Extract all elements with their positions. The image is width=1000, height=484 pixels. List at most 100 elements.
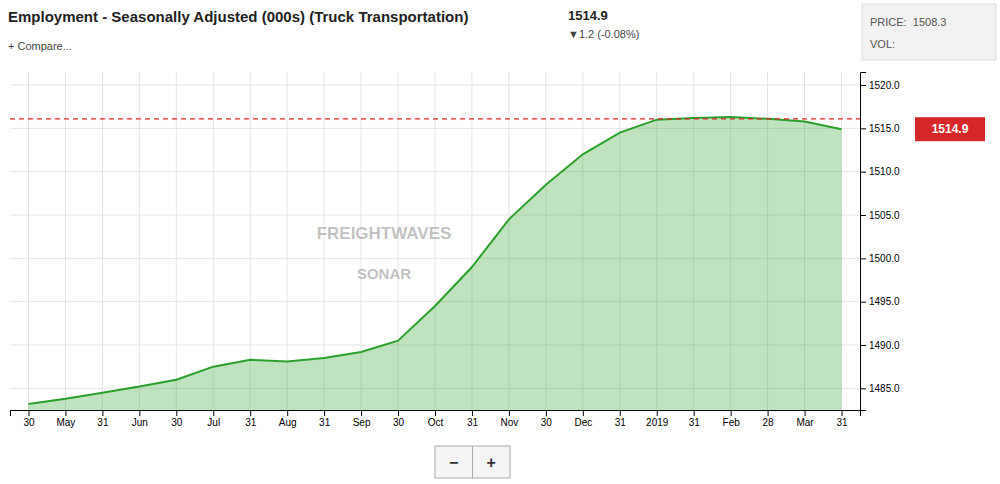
x-tick-label: Jun [132, 417, 148, 428]
y-tick: 1505.0 [860, 210, 900, 221]
chart: Employment - Seasonally Adjusted (000s) … [0, 0, 1000, 484]
info-box-bg [862, 4, 996, 60]
grid-line-x [139, 72, 140, 410]
y-tick-label: 1510.0 [869, 166, 900, 177]
zoom-out: − [449, 454, 458, 471]
tick-mark [860, 302, 866, 303]
tick-mark [398, 410, 399, 416]
x-tick: 31 [97, 410, 109, 428]
x-tick: 31 [615, 410, 627, 428]
compare-label: + Compare... [8, 40, 72, 52]
x-tick-label: Sep [353, 417, 371, 428]
x-tick-label: 30 [393, 417, 405, 428]
grid-line-x [102, 72, 103, 410]
x-tick: Dec [574, 410, 592, 428]
change-label: ▼1.2 (-0.08%) [568, 28, 639, 40]
x-tick: 31 [467, 410, 479, 428]
title: Employment - Seasonally Adjusted (000s) … [8, 8, 468, 25]
tick-mark [860, 215, 866, 216]
x-tick: 30 [23, 410, 35, 428]
zoom-divider [472, 446, 473, 478]
price-label: 1514.9 [568, 8, 608, 23]
grid-line-y [10, 85, 860, 86]
tick-mark [694, 410, 695, 416]
x-tick-label: Oct [428, 417, 444, 428]
x-tick-label: 31 [615, 417, 627, 428]
x-tick: Nov [501, 410, 519, 428]
info-price: PRICE: 1508.3 [870, 16, 946, 28]
y-tick-label: 1505.0 [869, 210, 900, 221]
tick-mark [860, 128, 866, 129]
y-tick-label: 1500.0 [869, 253, 900, 264]
y-tick: 1515.0 [860, 123, 900, 134]
x-tick: Jun [132, 410, 148, 428]
x-tick: 30 [393, 410, 405, 428]
tick-mark [250, 410, 251, 416]
y-tick: 1490.0 [860, 340, 900, 351]
grid-line-x [65, 72, 66, 410]
tick-mark [509, 410, 510, 416]
grid-line-x [28, 72, 29, 410]
tick-mark [860, 172, 866, 173]
tick-mark [176, 410, 177, 416]
tick-mark [28, 410, 29, 416]
x-tick-label: 30 [23, 417, 35, 428]
y-axis: 1485.0 1490.0 1495.0 1500.0 1505.0 1510.0 1515… [860, 73, 900, 411]
y-tick: 1510.0 [860, 166, 900, 177]
x-tick: Oct [428, 410, 444, 428]
tick-mark [287, 410, 288, 416]
grid-line-x [287, 72, 288, 410]
tick-mark [805, 410, 806, 416]
x-tick-label: May [56, 417, 75, 428]
x-tick: 31 [245, 410, 257, 428]
x-tick: 2019 [646, 410, 669, 428]
tick-mark [324, 410, 325, 416]
line [28, 117, 841, 404]
y-tick-label: 1520.0 [869, 80, 900, 91]
grid [10, 72, 860, 410]
x-tick-label: 31 [97, 417, 109, 428]
x-tick: 30 [541, 410, 553, 428]
tick-mark [139, 410, 140, 416]
tick-mark [842, 410, 843, 416]
y-tick-label: 1490.0 [869, 340, 900, 351]
x-tick-label: 31 [689, 417, 701, 428]
tick-mark [768, 410, 769, 416]
reference-line [10, 118, 860, 119]
y-tick: 1520.0 [860, 80, 900, 91]
x-tick-label: 31 [836, 417, 848, 428]
tick-mark [213, 410, 214, 416]
x-tick: 31 [689, 410, 701, 428]
zoom-buttons-bg [435, 446, 510, 478]
grid-line-x [176, 72, 177, 410]
x-tick-label: Mar [796, 417, 814, 428]
x-axis: 30May31Jun30Jul31Aug31Sep30Oct31Nov30Dec… [11, 410, 861, 428]
price-box [915, 117, 985, 141]
marks [10, 117, 860, 410]
zoom-buttons: −+ [435, 446, 510, 478]
x-tick-label: Jul [207, 417, 220, 428]
y-tick-label: 1485.0 [869, 383, 900, 394]
x-tick-label: 28 [763, 417, 775, 428]
x-tick: 31 [836, 410, 848, 428]
axis-line [11, 411, 861, 417]
y-tick: 1485.0 [860, 383, 900, 394]
tick-mark [546, 410, 547, 416]
tick-mark [620, 410, 621, 416]
x-tick-label: 2019 [646, 417, 669, 428]
tick-mark [65, 410, 66, 416]
tick-mark [472, 410, 473, 416]
tick-mark [657, 410, 658, 416]
tick-mark [731, 410, 732, 416]
x-tick-label: 30 [541, 417, 553, 428]
watermark: SONAR [357, 265, 411, 282]
info-box: PRICE: 1508.3 VOL: [862, 4, 996, 60]
x-tick: 31 [319, 410, 331, 428]
y-tick: 1495.0 [860, 296, 900, 307]
info-vol: VOL: [870, 38, 895, 50]
y-tick: 1500.0 [860, 253, 900, 264]
plot: FREIGHTWAVESSONAR30May31Jun30Jul31Aug31S… [10, 72, 900, 428]
x-tick-label: 31 [467, 417, 479, 428]
grid-line-x [213, 72, 214, 410]
x-tick: 30 [171, 410, 183, 428]
